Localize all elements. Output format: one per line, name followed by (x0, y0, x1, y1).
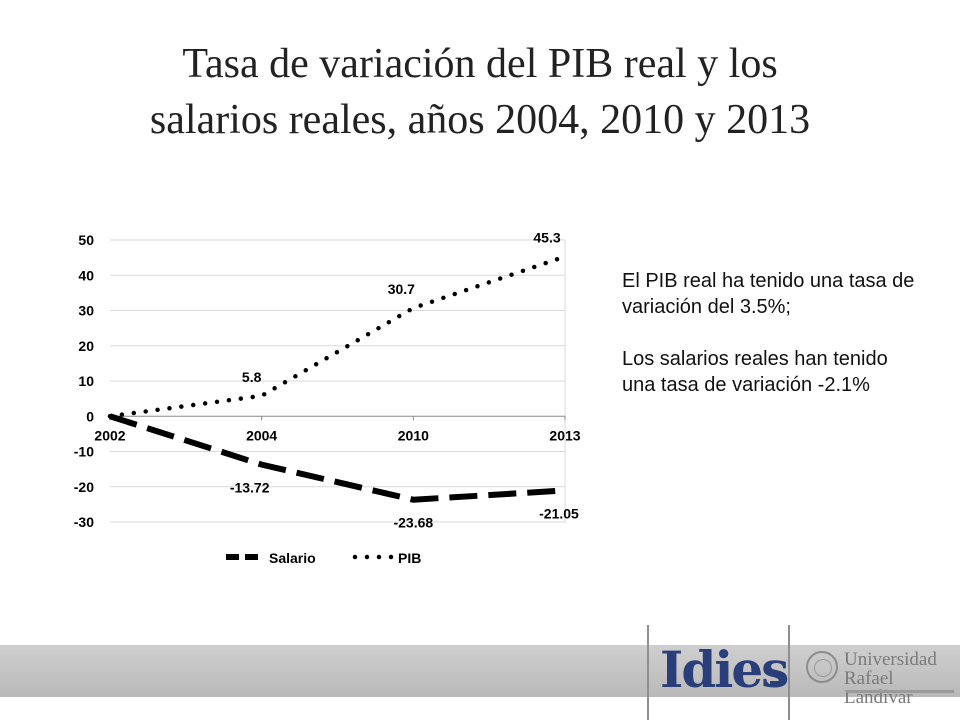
idies-logo-dash (770, 681, 784, 685)
university-logo: Universidad Rafael Landívar (844, 650, 960, 707)
university-logo-subline (846, 690, 954, 693)
university-name-line-1: Universidad (844, 649, 937, 670)
idies-logo: Idies (660, 640, 789, 699)
series-line-salario (109, 413, 566, 503)
university-name-line-2: Rafael Landívar (844, 668, 913, 708)
title-line-1: Tasa de variación del PIB real y los (182, 41, 778, 87)
data-label: -13.72 (230, 480, 270, 496)
y-tick-label: 0 (86, 408, 94, 424)
y-tick-label: -20 (74, 479, 94, 495)
data-label: -23.68 (393, 515, 433, 531)
note-salarios: Los salarios reales han tenido una tasa … (622, 348, 888, 396)
series-line-pib (107, 254, 568, 419)
y-tick-label: 40 (78, 267, 94, 283)
x-tick-label: 2013 (549, 427, 580, 443)
y-tick-label: 20 (78, 338, 94, 354)
footer-band (0, 645, 960, 697)
y-tick-label: -10 (74, 444, 94, 460)
logo-divider (647, 625, 649, 720)
side-notes: El PIB real ha tenido una tasa de variac… (622, 268, 922, 424)
y-tick-label: -30 (74, 514, 94, 530)
y-tick-label: 10 (78, 373, 94, 389)
y-tick-label: 50 (78, 232, 94, 248)
x-tick-label: 2004 (246, 427, 277, 443)
x-tick-label: 2002 (94, 427, 125, 443)
university-seal-icon (806, 651, 838, 683)
y-tick-label: 30 (78, 303, 94, 319)
legend-label: PIB (398, 550, 421, 566)
data-label: 45.3 (533, 230, 560, 246)
data-label: 5.8 (242, 369, 262, 385)
note-pib: El PIB real ha tenido una tasa de variac… (622, 270, 915, 318)
title-line-2: salarios reales, años 2004, 2010 y 2013 (149, 97, 811, 143)
slide-title: Tasa de variación del PIB real y los sal… (40, 36, 920, 148)
logo-divider (788, 625, 790, 720)
legend-label: Salario (269, 550, 316, 566)
x-tick-label: 2010 (398, 427, 429, 443)
data-label: 30.7 (388, 281, 415, 297)
data-label: -21.05 (539, 505, 579, 521)
